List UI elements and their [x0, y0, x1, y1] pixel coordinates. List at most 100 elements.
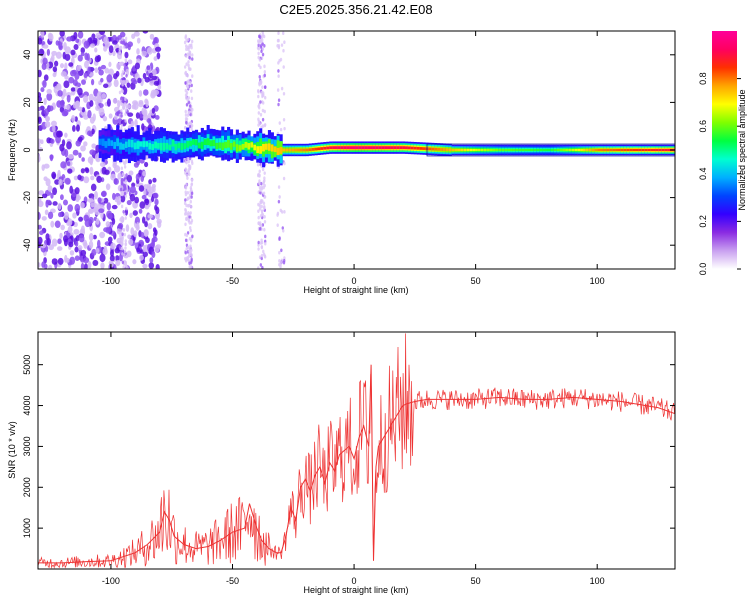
heatmap-cell: [191, 53, 194, 57]
heatmap-cell: [168, 144, 172, 151]
heatmap-cell: [264, 143, 269, 150]
heatmap-cell: [91, 248, 97, 256]
heatmap-cell: [102, 247, 108, 256]
heatmap-cell: [121, 82, 124, 87]
heatmap-cell: [138, 208, 143, 214]
heatmap-cell: [184, 192, 188, 197]
heatmap-cell: [187, 254, 191, 259]
heatmap-cell: [122, 40, 126, 45]
heatmap-cell: [122, 98, 129, 105]
heatmap-cell: [106, 98, 111, 107]
heatmap-cell: [550, 148, 555, 152]
x-tick-label: -50: [226, 276, 239, 286]
heatmap-cell: [80, 202, 85, 209]
heatmap-cell: [141, 107, 146, 115]
heatmap-cell: [141, 123, 145, 131]
x-tick-label: -50: [226, 576, 239, 586]
heatmap-cell: [124, 108, 128, 112]
heatmap-cell: [69, 250, 75, 256]
heatmap-cell: [91, 143, 97, 149]
heatmap-cell: [615, 148, 619, 152]
heatmap-cell: [135, 112, 140, 119]
heatmap-cell: [337, 146, 342, 149]
heatmap-cell: [664, 148, 668, 152]
heatmap-cell: [232, 141, 237, 147]
heatmap-cell: [647, 148, 651, 152]
heatmap-cell: [405, 146, 409, 150]
heatmap-cell: [102, 83, 109, 89]
heatmap-cell: [113, 73, 118, 80]
heatmap-cell: [187, 219, 191, 223]
snr-x-ticks: -100 -50 0 50 100: [102, 332, 605, 586]
heatmap-cell: [120, 102, 123, 107]
heatmap-cell: [257, 117, 260, 122]
heatmap-cell: [77, 87, 83, 96]
heatmap-cell: [258, 75, 261, 79]
heatmap-cell: [262, 144, 266, 152]
heatmap-cell: [123, 184, 126, 188]
heatmap-cell: [257, 51, 260, 56]
heatmap-cell: [148, 142, 152, 150]
heatmap-cell: [434, 147, 438, 151]
heatmap-cell: [186, 80, 189, 85]
heatmap-cell: [454, 148, 458, 152]
heatmap-cell: [184, 238, 188, 243]
heatmap-cell: [94, 67, 99, 73]
heatmap-cell: [141, 194, 147, 200]
heatmap-cell: [93, 96, 98, 102]
heatmap-cell: [154, 245, 160, 253]
heatmap-cell: [221, 142, 225, 150]
heatmap-cell: [151, 239, 156, 248]
heatmap-cell: [658, 148, 662, 152]
snr-x-label: Height of straight line (km): [303, 585, 408, 595]
heatmap-cell: [191, 57, 194, 61]
heatmap-cell: [80, 145, 86, 152]
heatmap-cell: [140, 231, 145, 239]
heatmap-cell: [118, 47, 121, 52]
heatmap-cell: [244, 141, 248, 148]
heatmap-cell: [187, 159, 190, 164]
heatmap-cell: [606, 148, 610, 152]
heatmap-cell: [200, 141, 204, 149]
heatmap-cell: [72, 212, 77, 219]
heatmap-cell: [63, 211, 70, 220]
heatmap-cell: [88, 233, 94, 242]
heatmap-cell: [111, 217, 116, 225]
heatmap-cell: [69, 185, 74, 194]
heatmap-cell: [45, 115, 50, 122]
heatmap-cell: [81, 79, 86, 85]
heatmap-cell: [486, 148, 490, 152]
heatmap-cell: [186, 141, 190, 148]
heatmap-cell: [94, 55, 101, 63]
heatmap-cell: [281, 226, 284, 230]
heatmap-cell: [146, 47, 153, 55]
heatmap-cell: [70, 87, 76, 92]
heatmap-cell: [188, 172, 191, 177]
heatmap-cell: [127, 112, 134, 117]
heatmap-cell: [60, 161, 67, 169]
heatmap-cell: [62, 88, 67, 97]
heatmap-cell: [189, 140, 193, 147]
heatmap-cell: [152, 177, 157, 183]
heatmap-cell: [258, 174, 261, 178]
spectrogram-x-label: Height of straight line (km): [303, 285, 408, 295]
heatmap-cell: [38, 138, 42, 144]
heatmap-cell: [87, 130, 93, 137]
heatmap-cell: [262, 34, 266, 39]
heatmap-cell: [185, 38, 188, 43]
heatmap-cell: [282, 148, 286, 152]
heatmap-cell: [259, 112, 263, 117]
heatmap-cell: [148, 179, 153, 185]
heatmap-cell: [263, 64, 266, 69]
heatmap-cell: [88, 240, 94, 249]
heatmap-cell: [577, 148, 581, 152]
heatmap-cell: [123, 45, 126, 49]
heatmap-cell: [115, 255, 120, 262]
heatmap-cell: [55, 51, 62, 59]
heatmap-cell: [527, 148, 531, 152]
heatmap-cell: [184, 113, 188, 117]
heatmap-cell: [149, 72, 153, 78]
heatmap-cell: [177, 142, 181, 149]
heatmap-cell: [457, 148, 461, 152]
heatmap-cell: [185, 62, 188, 66]
